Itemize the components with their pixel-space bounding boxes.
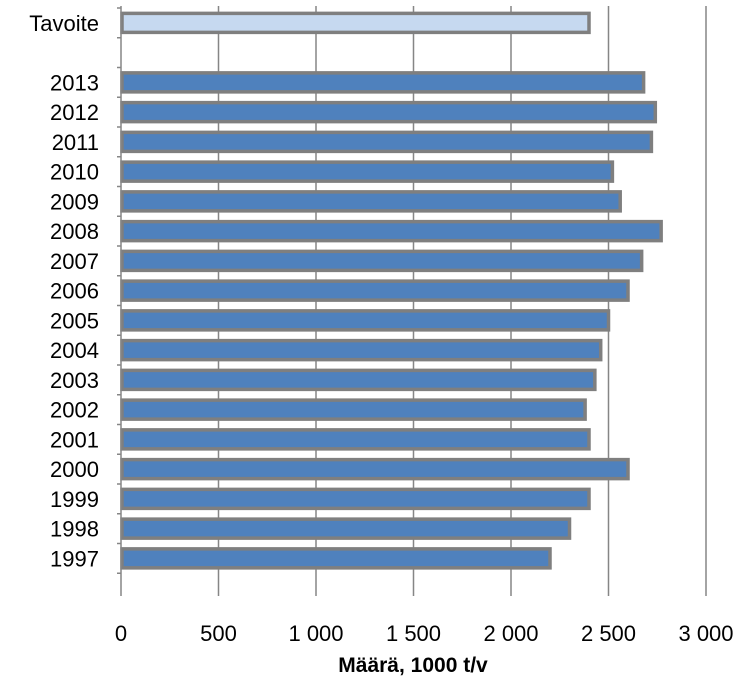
category-label: 2011 bbox=[52, 130, 99, 155]
x-axis-title: Määrä, 1000 t/v bbox=[338, 654, 488, 677]
bar-2008 bbox=[120, 219, 663, 243]
x-tick-label: 1 500 bbox=[386, 621, 441, 646]
bar-2004 bbox=[120, 338, 603, 362]
category-label: 2008 bbox=[50, 219, 99, 244]
category-label: 2013 bbox=[50, 70, 99, 95]
x-tick-label: 1 000 bbox=[288, 621, 343, 646]
category-labels: Tavoite 2013 2012 2011 2010 2009 2008 2007 2006 2… bbox=[29, 11, 99, 572]
bar-1998 bbox=[120, 517, 572, 540]
x-tick-label: 500 bbox=[200, 621, 237, 646]
category-label: 2012 bbox=[50, 100, 99, 125]
category-label: 1999 bbox=[50, 487, 99, 512]
bar-1999 bbox=[120, 487, 591, 511]
bar-target bbox=[120, 11, 591, 35]
category-label: 1997 bbox=[50, 546, 99, 571]
bar-2006 bbox=[120, 279, 630, 302]
bar-2009 bbox=[120, 190, 622, 213]
bar-1997 bbox=[120, 547, 552, 570]
category-label: 2003 bbox=[50, 368, 99, 393]
x-tick-label: 3 000 bbox=[678, 621, 733, 646]
category-label: 2001 bbox=[50, 427, 99, 452]
category-label: 2009 bbox=[50, 189, 99, 214]
category-label: 2004 bbox=[50, 338, 99, 363]
x-tick-labels: 0 500 1 000 1 500 2 000 2 500 3 000 bbox=[115, 621, 734, 646]
bars bbox=[120, 11, 663, 570]
axes bbox=[117, 6, 122, 596]
category-label: 2007 bbox=[50, 249, 99, 274]
bar-2007 bbox=[120, 249, 644, 273]
x-tick-label: 2 500 bbox=[581, 621, 636, 646]
category-label: 2000 bbox=[50, 457, 99, 482]
category-label: 2005 bbox=[50, 308, 99, 333]
category-label: 2006 bbox=[50, 279, 99, 304]
bar-2011 bbox=[120, 130, 654, 154]
bar-2001 bbox=[120, 428, 591, 451]
x-tick-label: 2 000 bbox=[483, 621, 538, 646]
bar-2005 bbox=[120, 309, 611, 332]
bar-2002 bbox=[120, 398, 587, 421]
bar-2003 bbox=[120, 368, 597, 392]
category-label: Tavoite bbox=[29, 11, 99, 36]
bar-2012 bbox=[120, 100, 658, 124]
category-label: 2002 bbox=[50, 398, 99, 423]
category-label: 2010 bbox=[50, 160, 99, 185]
x-tick-label: 0 bbox=[115, 621, 127, 646]
bar-2000 bbox=[120, 457, 630, 481]
bar-2010 bbox=[120, 160, 615, 183]
bar-2013 bbox=[120, 71, 646, 94]
category-label: 1998 bbox=[50, 517, 99, 542]
